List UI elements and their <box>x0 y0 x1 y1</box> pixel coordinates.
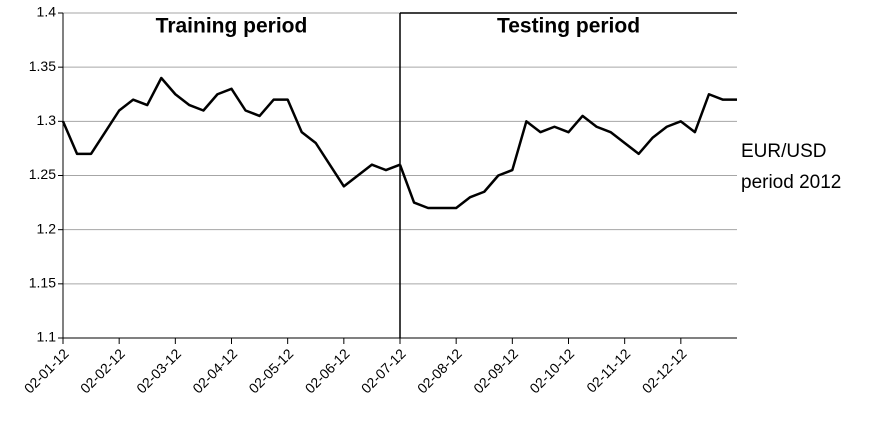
annotation: period 2012 <box>741 172 841 193</box>
x-tick-label: 02-07-12 <box>358 345 409 396</box>
y-tick-label: 1.25 <box>29 166 56 182</box>
x-tick-label: 02-08-12 <box>414 345 465 396</box>
series-line <box>398 93 737 210</box>
period-label: Training period <box>156 15 308 38</box>
x-tick-label: 02-03-12 <box>133 345 184 396</box>
y-tick-label: 1.35 <box>29 58 56 74</box>
x-tick-label: 02-09-12 <box>470 345 521 396</box>
annotation: EUR/USD <box>741 141 827 162</box>
y-tick-label: 1.2 <box>37 220 57 236</box>
y-tick-label: 1.3 <box>37 112 57 128</box>
y-tick-label: 1.15 <box>29 275 56 291</box>
x-tick-label: 02-02-12 <box>77 345 128 396</box>
x-tick-label: 02-05-12 <box>245 345 296 396</box>
x-tick-label: 02-11-12 <box>583 345 633 395</box>
series-line <box>61 76 401 188</box>
y-tick-label: 1.4 <box>37 4 57 20</box>
x-tick-label: 02-06-12 <box>302 345 353 396</box>
y-tick-label: 1.1 <box>37 329 57 345</box>
x-tick-label: 02-10-12 <box>526 345 577 396</box>
x-tick-label: 02-12-12 <box>639 345 690 396</box>
x-tick-label: 02-04-12 <box>189 345 240 396</box>
x-tick-label: 02-01-12 <box>21 345 72 396</box>
period-label: Testing period <box>497 15 640 38</box>
